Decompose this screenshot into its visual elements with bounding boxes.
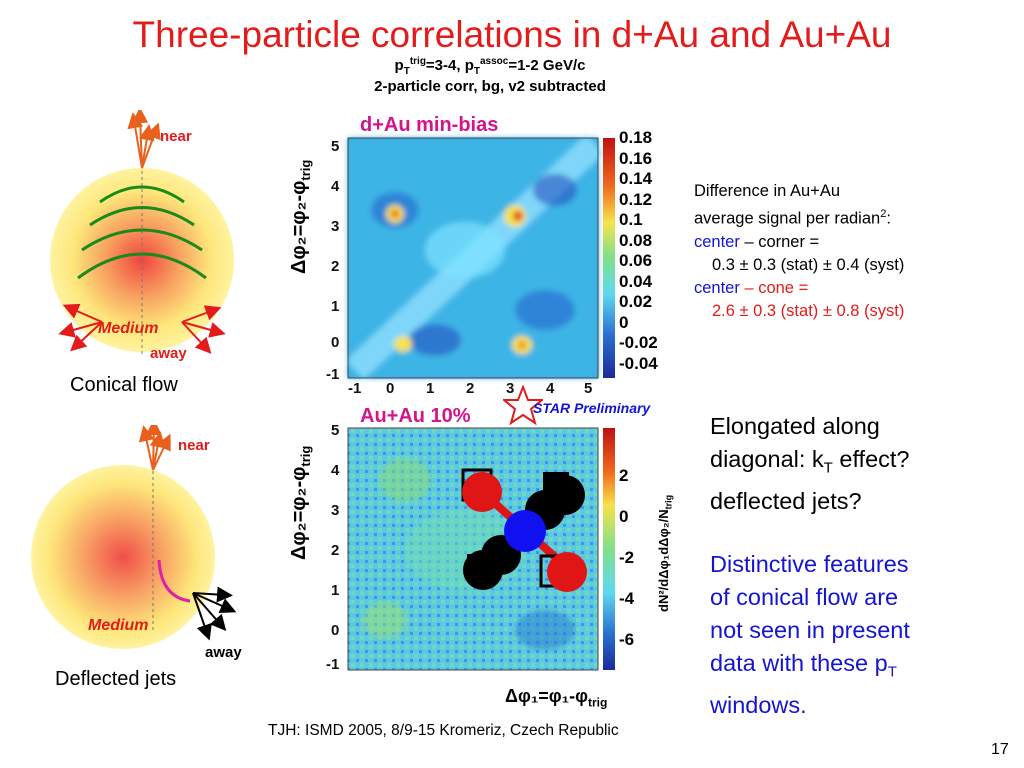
elongated-line-3: deflected jets? (710, 487, 862, 514)
slide-title: Three-particle correlations in d+Au and … (132, 14, 892, 55)
distinctive-line-5: windows. (710, 691, 807, 718)
away-label-bottom: away (205, 644, 242, 661)
diff-line-2: average signal per radian2: (694, 208, 891, 228)
elongated-line-1: Elongated along (710, 413, 880, 439)
dau-y-tick: 4 (331, 178, 340, 195)
star-logo-icon (503, 385, 543, 425)
colorbar-tick: -0.04 (619, 353, 658, 373)
medium-circle (50, 168, 234, 352)
auau-y-tick: 3 (331, 502, 340, 519)
diff-value-2: 2.6 ± 0.3 (stat) ± 0.8 (syst) (712, 301, 905, 320)
auau-y-tick: 4 (331, 462, 340, 479)
auau-y-tick: 5 (331, 422, 340, 439)
dau-x-tick: 1 (426, 380, 435, 397)
star-preliminary-label: STAR Preliminary (533, 400, 651, 416)
colorbar-tick: -0.02 (619, 333, 658, 352)
colorbar-tick: 0.14 (619, 169, 653, 188)
dau-y-tick: 2 (331, 258, 340, 275)
dau-colorbar-ticks: 0.18 0.16 0.14 0.12 0.1 0.08 0.06 0.04 0… (619, 128, 658, 374)
wavefront (89, 206, 195, 227)
model-circle-red (547, 552, 587, 592)
diff-line-1: Difference in Au+Au (694, 182, 841, 200)
wavefront (77, 252, 207, 280)
colorbar-tick: 0.02 (619, 292, 653, 311)
colorbar-tick: 0.18 (619, 128, 653, 147)
page-number: 17 (991, 741, 1009, 758)
auau-y-tick: 1 (331, 582, 340, 599)
auau-yaxis-label: Δφ₂=φ₂-φtrig (288, 445, 313, 560)
colorbar-tick: 0.08 (619, 230, 653, 250)
dau-y-tick: 5 (331, 138, 340, 155)
dau-y-tick: 3 (331, 218, 340, 235)
subtitle-line-2: 2-particle corr, bg, v2 subtracted (374, 78, 606, 95)
near-label-bottom: near (178, 437, 210, 454)
wavefront (81, 228, 203, 252)
distinctive-text-block: Distinctive features of conical flow are… (710, 548, 910, 722)
dau-correlation-heatmap (346, 134, 615, 380)
model-circle-black (463, 550, 503, 590)
colorbar-tick: 0.12 (619, 189, 653, 209)
medium-circle (31, 465, 215, 649)
dau-y-tick: 1 (331, 298, 340, 315)
near-label-top: near (160, 128, 192, 145)
dau-x-tick: 5 (584, 380, 593, 397)
deflected-jets-diagram (31, 425, 237, 649)
distinctive-line-3: not seen in present (710, 617, 910, 643)
deflected-path (157, 559, 191, 603)
colorbar-tick: 0.1 (619, 210, 643, 229)
colorbar-tick: 0.04 (619, 271, 653, 291)
difference-text-block: Difference in Au+Au average signal per r… (694, 180, 904, 323)
away-label-top: away (150, 345, 187, 362)
dau-x-tick: 0 (386, 380, 395, 397)
colorbar-tick: 2 (619, 466, 629, 485)
wavefront (99, 185, 185, 204)
dau-x-tick: -1 (348, 380, 362, 397)
auau-y-tick: 2 (331, 542, 340, 559)
colorbar-tick: 0.16 (619, 148, 653, 168)
elongated-line-2: diagonal: kT effect? (710, 446, 910, 477)
dau-x-tick: 4 (546, 380, 555, 397)
subtitle-line-1: pTtrig=3-4, pTassoc=1-2 GeV/c (394, 56, 586, 77)
auau-colorbar-ticks: 2 0 -2 -4 -6 (619, 455, 634, 660)
medium-label-bottom: Medium (88, 617, 149, 634)
medium-label-top: Medium (98, 320, 159, 337)
colorbar-tick: 0 (619, 507, 629, 526)
colorbar-tick: -6 (619, 630, 635, 649)
diff-line-5: center – cone = (694, 278, 809, 297)
footer-citation: TJH: ISMD 2005, 8/9-15 Kromeriz, Czech R… (268, 722, 619, 739)
auau-plot-title: Au+Au 10% (360, 405, 471, 427)
auau-y-tick: 0 (331, 622, 340, 639)
distinctive-line-1: Distinctive features (710, 551, 909, 577)
distinctive-line-4: data with these pT (710, 650, 897, 681)
colorbar-tick: -4 (619, 589, 635, 608)
colorbar-tick: -2 (619, 548, 635, 567)
distinctive-line-2: of conical flow are (710, 584, 899, 610)
model-circle-red (462, 472, 502, 512)
auau-y-tick: -1 (326, 656, 340, 673)
conical-flow-caption: Conical flow (70, 374, 178, 396)
conical-flow-diagram (50, 110, 234, 355)
model-circle-blue (504, 510, 546, 552)
dau-plot-title: d+Au min-bias (360, 114, 499, 136)
dau-x-tick: 2 (466, 380, 475, 397)
auau-correlation-heatmap (347, 427, 615, 671)
deflected-jets-caption: Deflected jets (55, 668, 177, 690)
dau-yaxis-label: Δφ₂=φ₂-φtrig (288, 159, 313, 274)
diff-line-3: center – corner = (694, 232, 820, 251)
dau-y-tick: -1 (326, 366, 340, 383)
zaxis-label: dN²/dΔφ₁dΔφ₂/Ntrig (656, 494, 674, 612)
diff-value-1: 0.3 ± 0.3 (stat) ± 0.4 (syst) (712, 255, 905, 274)
elongated-text-block: Elongated along diagonal: kT effect? def… (710, 410, 910, 518)
colorbar-tick: 0.06 (619, 251, 653, 270)
dau-y-tick: 0 (331, 334, 340, 351)
colorbar-tick: 0 (619, 312, 629, 332)
dau-x-tick: 3 (506, 380, 515, 397)
xaxis-label: Δφ₁=φ₁-φtrig (505, 686, 608, 710)
